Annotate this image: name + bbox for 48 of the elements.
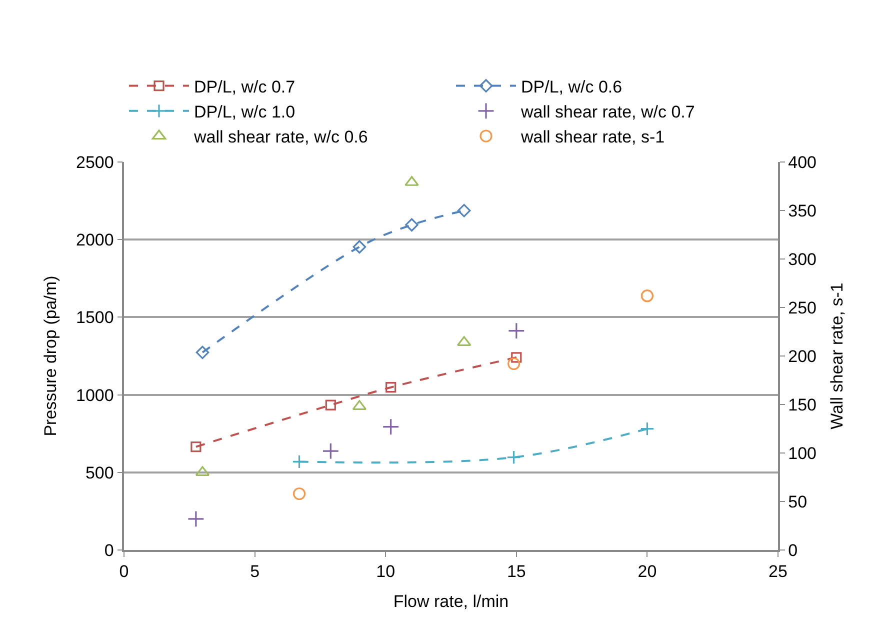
y-axis-title: Pressure drop (pa/m)	[41, 276, 60, 436]
point	[325, 400, 336, 410]
legend-label: wall shear rate, w/c 0.6	[193, 128, 368, 147]
point	[196, 346, 210, 360]
y2-tick-label: 200	[788, 346, 817, 366]
y2-tick-label: 150	[788, 395, 817, 414]
legend-label: wall shear rate, w/c 0.7	[520, 102, 695, 122]
y-tick-label: 1500	[76, 308, 114, 328]
point	[352, 240, 366, 254]
point	[511, 352, 522, 363]
point	[322, 442, 340, 460]
y2-tick-label: 250	[788, 298, 817, 318]
x-tick-label: 15	[506, 562, 526, 582]
y2-tick-label: 300	[788, 250, 817, 269]
point	[187, 510, 204, 528]
y2-tick-label: 400	[788, 152, 817, 172]
y-tick-label: 2500	[76, 152, 114, 172]
point	[507, 357, 520, 370]
x-tick-label: 5	[250, 562, 260, 582]
y-tick-label: 1000	[76, 386, 114, 405]
x-tick-label: 20	[638, 562, 657, 582]
y-tick-label: 0	[104, 540, 114, 560]
legend-label: wall shear rate, s-1	[520, 128, 665, 147]
point	[405, 218, 418, 232]
legend-label: DP/L, w/c 0.7	[194, 77, 296, 96]
y2-tick-label: 350	[788, 201, 817, 220]
legend-label: DP/L, w/c 0.6	[521, 77, 622, 96]
x-tick-label: 25	[768, 562, 788, 582]
y2-axis-title: Wall shear rate, s-1	[827, 282, 846, 430]
point	[457, 204, 471, 218]
point	[640, 422, 654, 436]
point	[506, 450, 521, 464]
point	[190, 441, 202, 452]
point	[382, 418, 400, 436]
y-tick-label: 2000	[76, 230, 114, 250]
x-tick-label: 10	[376, 562, 396, 582]
y2-tick-label: 50	[788, 492, 808, 512]
point	[292, 487, 306, 500]
x-tick-label: 0	[119, 562, 129, 582]
point	[386, 382, 396, 393]
x-axis-title: Flow rate, l/min	[393, 592, 509, 612]
y-tick-label: 500	[85, 463, 114, 482]
legend-label: DP/L, w/c 1.0	[194, 102, 296, 122]
point	[292, 454, 306, 469]
y2-tick-label: 100	[788, 444, 817, 463]
y2-tick-label: 0	[788, 540, 798, 560]
point	[508, 322, 525, 340]
point	[640, 290, 654, 302]
